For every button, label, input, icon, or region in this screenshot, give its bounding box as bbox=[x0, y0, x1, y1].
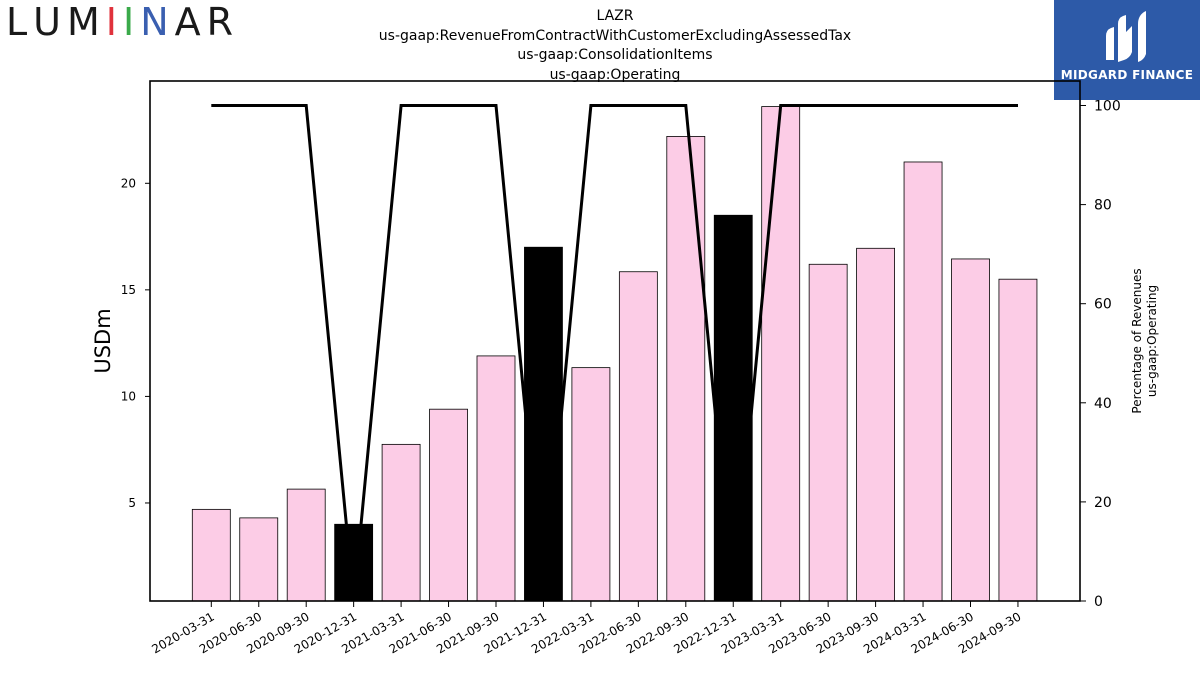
bar bbox=[856, 247, 895, 602]
brand-logo-letter: R bbox=[206, 0, 240, 44]
chart-title-line-member: us-gaap:Operating bbox=[549, 66, 681, 83]
y-tick-label: 15 bbox=[121, 283, 136, 297]
bar bbox=[618, 271, 658, 602]
bar bbox=[476, 355, 516, 602]
midgard-logo-icon bbox=[1106, 11, 1146, 62]
bar bbox=[761, 106, 801, 602]
bars-layer bbox=[191, 106, 1038, 602]
percentage-series-line bbox=[211, 104, 1018, 602]
y2-tick-label: 80 bbox=[1094, 198, 1112, 214]
y-tick-label: 5 bbox=[128, 496, 136, 510]
y2-axis-label-line: Percentage of Revenues bbox=[1130, 268, 1144, 413]
bar bbox=[666, 136, 706, 602]
chart-title-line-concept: us-gaap:RevenueFromContractWithCustomerE… bbox=[378, 27, 852, 44]
y2-axis-label-line: us-gaap:Operating bbox=[1145, 285, 1159, 397]
bar bbox=[903, 161, 943, 602]
bar bbox=[239, 517, 279, 602]
y-tick-label: 10 bbox=[121, 389, 136, 403]
chart-title-line-axis: us-gaap:ConsolidationItems bbox=[517, 47, 713, 63]
chart-title: LAZR us-gaap:RevenueFromContractWithCust… bbox=[315, 7, 915, 85]
y2-tick-label: 60 bbox=[1094, 297, 1112, 313]
y2-tick-label: 0 bbox=[1094, 594, 1103, 610]
y2-tick-label: 100 bbox=[1094, 99, 1121, 115]
y2-tick-label: 40 bbox=[1094, 396, 1112, 412]
y-tick-label: 20 bbox=[121, 176, 136, 190]
y2-tick-label: 20 bbox=[1094, 495, 1112, 511]
percentage-line-layer bbox=[211, 104, 1018, 602]
bar bbox=[998, 278, 1038, 602]
brand-logo: LUMIINAR bbox=[6, 2, 239, 42]
brand-logo-letter: I bbox=[123, 0, 141, 44]
partner-name: MIDGARD FINANCE bbox=[1060, 68, 1194, 82]
chart-title-line-ticker: LAZR bbox=[596, 8, 634, 24]
bar bbox=[429, 408, 468, 602]
brand-logo-letter: I bbox=[105, 0, 124, 44]
partner-badge: MIDGARD FINANCE bbox=[1054, 0, 1200, 100]
bar bbox=[381, 443, 421, 602]
brand-logo-letter: U bbox=[33, 0, 67, 44]
bar bbox=[713, 214, 753, 602]
bar bbox=[951, 258, 990, 602]
bar bbox=[524, 246, 563, 602]
bar bbox=[571, 367, 611, 602]
bar bbox=[808, 263, 848, 602]
brand-logo-letter: N bbox=[140, 0, 175, 44]
brand-logo-letter: A bbox=[174, 0, 207, 44]
brand-logo-letter: M bbox=[67, 0, 106, 44]
bar bbox=[286, 488, 326, 602]
bar bbox=[191, 508, 231, 602]
brand-logo-letter: L bbox=[6, 0, 34, 44]
plot-frame bbox=[149, 80, 1081, 602]
y-axis-label: USDm bbox=[91, 308, 115, 373]
